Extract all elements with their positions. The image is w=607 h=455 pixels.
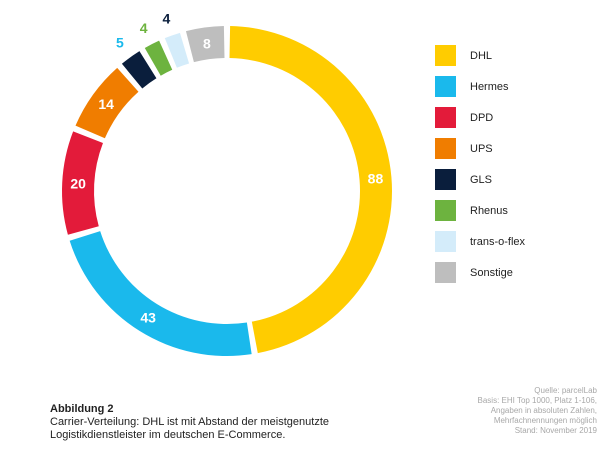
source-line-1: Quelle: parcelLab bbox=[534, 386, 597, 395]
legend-label: Rhenus bbox=[470, 204, 508, 217]
caption: Abbildung 2 Carrier-Verteilung: DHL ist … bbox=[50, 403, 329, 442]
segment-dpd bbox=[61, 131, 103, 235]
legend-swatch bbox=[435, 107, 456, 128]
data-label-hermes: 43 bbox=[140, 309, 156, 325]
data-label-dpd: 20 bbox=[70, 175, 86, 191]
source-note: Quelle: parcelLab Basis: EHI Top 1000, P… bbox=[478, 386, 597, 436]
segment-rhenus bbox=[144, 40, 173, 76]
caption-line-2: Logistikdienstleister im deutschen E-Com… bbox=[50, 429, 286, 441]
source-line-3: Angaben in absoluten Zahlen, bbox=[490, 406, 597, 415]
legend-item-hermes: Hermes bbox=[435, 71, 525, 102]
source-line-4: Mehrfachnennungen möglich bbox=[493, 416, 597, 425]
segment-ups bbox=[75, 67, 139, 139]
segment-trans-o-flex bbox=[164, 32, 190, 68]
legend-swatch bbox=[435, 262, 456, 283]
legend-label: trans-o-flex bbox=[470, 235, 526, 248]
legend-label: Sonstige bbox=[470, 266, 513, 279]
legend-swatch bbox=[435, 200, 456, 221]
legend-item-ups: UPS bbox=[435, 133, 525, 164]
segment-dhl bbox=[229, 26, 392, 354]
legend-label: Hermes bbox=[470, 80, 509, 93]
legend-label: DPD bbox=[470, 111, 494, 124]
legend-item-gls: GLS bbox=[435, 164, 525, 195]
legend-swatch bbox=[435, 76, 456, 97]
legend-item-dpd: DPD bbox=[435, 102, 525, 133]
segment-gls bbox=[121, 51, 157, 89]
legend-swatch bbox=[435, 138, 456, 159]
segment-hermes bbox=[69, 231, 252, 356]
legend-swatch bbox=[435, 169, 456, 190]
segment-sonstige bbox=[185, 26, 225, 63]
legend-item-rhenus: Rhenus bbox=[435, 195, 525, 226]
legend-item-sonstige: Sonstige bbox=[435, 257, 525, 288]
data-label-trans-o-flex: 4 bbox=[162, 10, 170, 26]
data-label-ups: 14 bbox=[98, 96, 114, 112]
data-label-dhl: 88 bbox=[368, 170, 384, 186]
legend-item-dhl: DHL bbox=[435, 40, 525, 71]
caption-line-1: Carrier-Verteilung: DHL ist mit Abstand … bbox=[50, 416, 329, 428]
legend-swatch bbox=[435, 45, 456, 66]
source-line-5: Stand: November 2019 bbox=[514, 426, 597, 435]
caption-title: Abbildung 2 bbox=[50, 403, 114, 415]
legend-label: UPS bbox=[470, 142, 493, 155]
data-label-sonstige: 8 bbox=[203, 35, 211, 51]
data-label-gls: 5 bbox=[116, 35, 124, 51]
legend: DHL Hermes DPD UPS GLS Rhenus trans-o-flex Sons… bbox=[435, 40, 525, 288]
legend-label: DHL bbox=[470, 49, 493, 62]
legend-swatch bbox=[435, 231, 456, 252]
data-label-rhenus: 4 bbox=[140, 20, 148, 36]
legend-label: GLS bbox=[470, 173, 493, 186]
legend-item-trans-o-flex: trans-o-flex bbox=[435, 226, 525, 257]
source-line-2: Basis: EHI Top 1000, Platz 1-106, bbox=[477, 396, 597, 405]
